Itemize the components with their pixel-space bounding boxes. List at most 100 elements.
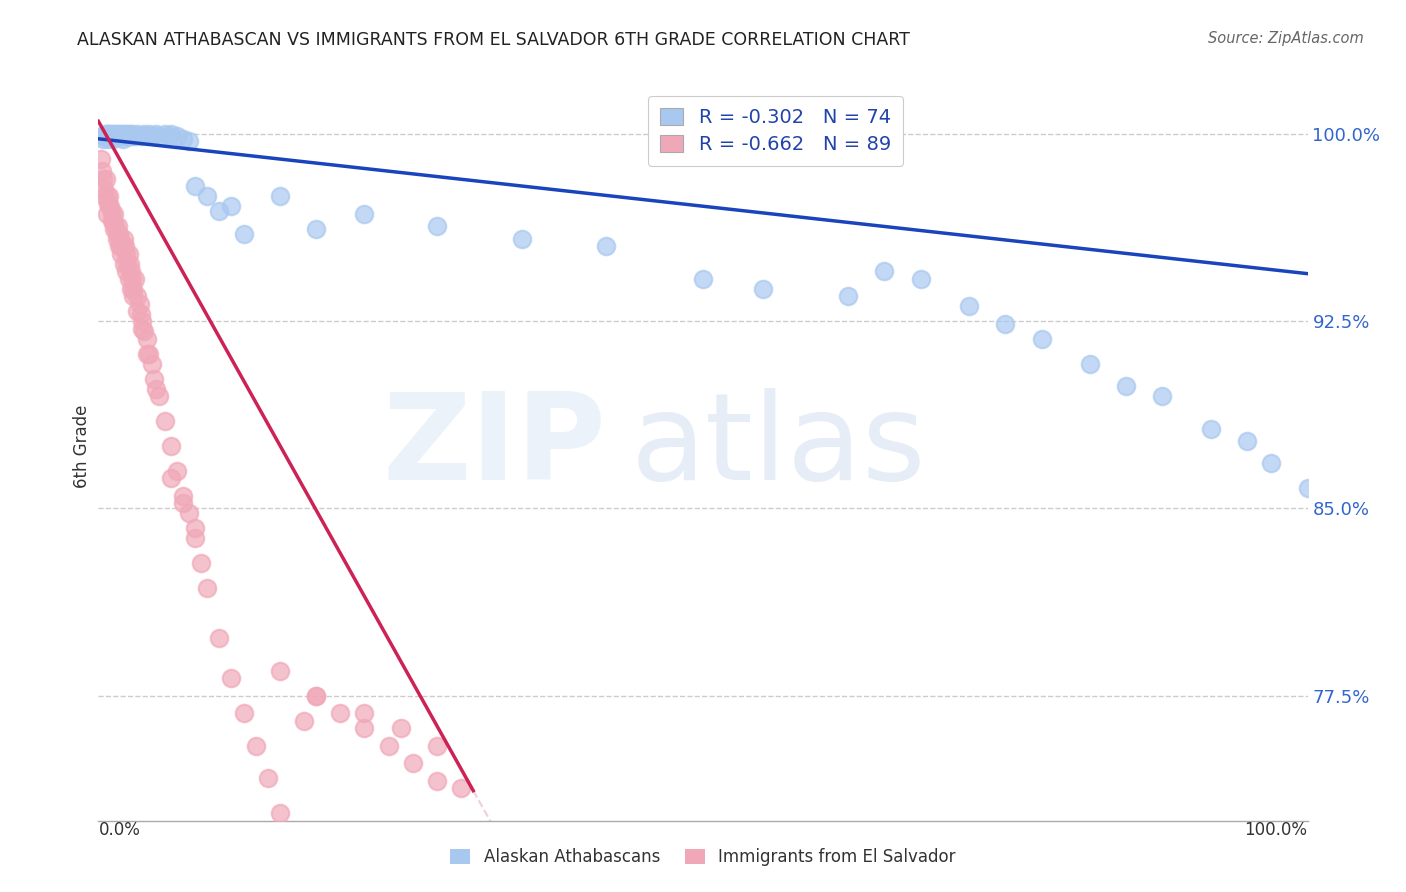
Point	[127, 127, 149, 141]
Legend: R = -0.302   N = 74, R = -0.662   N = 89: R = -0.302 N = 74, R = -0.662 N = 89	[648, 96, 903, 166]
Point	[138, 127, 160, 141]
Point	[96, 127, 118, 141]
Point	[143, 371, 166, 385]
Point	[110, 239, 132, 253]
Point	[426, 773, 449, 788]
Point	[120, 129, 142, 144]
Point	[100, 129, 122, 144]
Point	[135, 129, 157, 144]
Point	[157, 129, 180, 144]
Point	[105, 129, 128, 144]
Point	[101, 214, 124, 228]
Point	[94, 127, 117, 141]
Point	[96, 207, 118, 221]
Point	[160, 127, 183, 141]
Point	[115, 264, 138, 278]
Point	[873, 264, 896, 278]
Point	[305, 221, 328, 235]
Point	[111, 127, 134, 141]
Point	[402, 756, 425, 771]
Point	[120, 282, 142, 296]
Y-axis label: 6th Grade: 6th Grade	[73, 404, 91, 488]
Point	[353, 207, 375, 221]
Point	[208, 204, 231, 219]
Text: ZIP: ZIP	[382, 387, 606, 505]
Point	[108, 227, 131, 241]
Point	[100, 207, 122, 221]
Point	[118, 129, 141, 144]
Point	[232, 706, 254, 721]
Point	[127, 304, 149, 318]
Point	[1031, 332, 1053, 346]
Point	[153, 414, 176, 428]
Point	[305, 689, 328, 703]
Point	[111, 132, 134, 146]
Point	[208, 632, 231, 646]
Point	[114, 239, 136, 253]
Point	[96, 189, 118, 203]
Point	[305, 689, 328, 703]
Point	[184, 521, 207, 535]
Point	[128, 296, 150, 310]
Point	[93, 129, 115, 144]
Point	[129, 307, 152, 321]
Text: Source: ZipAtlas.com: Source: ZipAtlas.com	[1208, 31, 1364, 46]
Point	[93, 189, 115, 203]
Point	[111, 239, 134, 253]
Point	[184, 532, 207, 546]
Point	[124, 271, 146, 285]
Point	[389, 721, 412, 735]
Point	[142, 129, 165, 144]
Point	[134, 324, 156, 338]
Point	[190, 557, 212, 571]
Point	[131, 314, 153, 328]
Point	[245, 739, 267, 753]
Point	[994, 317, 1017, 331]
Point	[256, 771, 278, 785]
Point	[595, 239, 617, 253]
Point	[108, 239, 131, 253]
Text: ALASKAN ATHABASCAN VS IMMIGRANTS FROM EL SALVADOR 6TH GRADE CORRELATION CHART: ALASKAN ATHABASCAN VS IMMIGRANTS FROM EL…	[77, 31, 910, 49]
Point	[112, 232, 135, 246]
Legend: Alaskan Athabascans, Immigrants from El Salvador: Alaskan Athabascans, Immigrants from El …	[441, 840, 965, 875]
Point	[1115, 379, 1137, 393]
Point	[117, 127, 139, 141]
Point	[114, 127, 136, 141]
Point	[94, 129, 117, 144]
Point	[134, 127, 156, 141]
Point	[98, 127, 121, 141]
Point	[97, 132, 120, 146]
Point	[269, 189, 291, 203]
Point	[1236, 434, 1258, 448]
Point	[110, 246, 132, 260]
Point	[426, 219, 449, 234]
Text: 0.0%: 0.0%	[98, 821, 141, 838]
Point	[752, 282, 775, 296]
Point	[98, 196, 121, 211]
Point	[108, 129, 131, 144]
Point	[104, 127, 127, 141]
Point	[108, 232, 131, 246]
Point	[108, 127, 131, 141]
Point	[107, 219, 129, 234]
Point	[118, 257, 141, 271]
Point	[115, 246, 138, 260]
Point	[179, 507, 201, 521]
Point	[122, 289, 145, 303]
Point	[692, 271, 714, 285]
Point	[112, 129, 135, 144]
Point	[450, 781, 472, 796]
Point	[232, 227, 254, 241]
Point	[910, 271, 932, 285]
Point	[145, 382, 167, 396]
Point	[292, 714, 315, 728]
Point	[105, 129, 128, 144]
Point	[195, 582, 218, 596]
Point	[510, 232, 533, 246]
Point	[118, 129, 141, 144]
Point	[100, 214, 122, 228]
Point	[105, 227, 128, 241]
Point	[135, 332, 157, 346]
Point	[353, 721, 375, 735]
Point	[1078, 357, 1101, 371]
